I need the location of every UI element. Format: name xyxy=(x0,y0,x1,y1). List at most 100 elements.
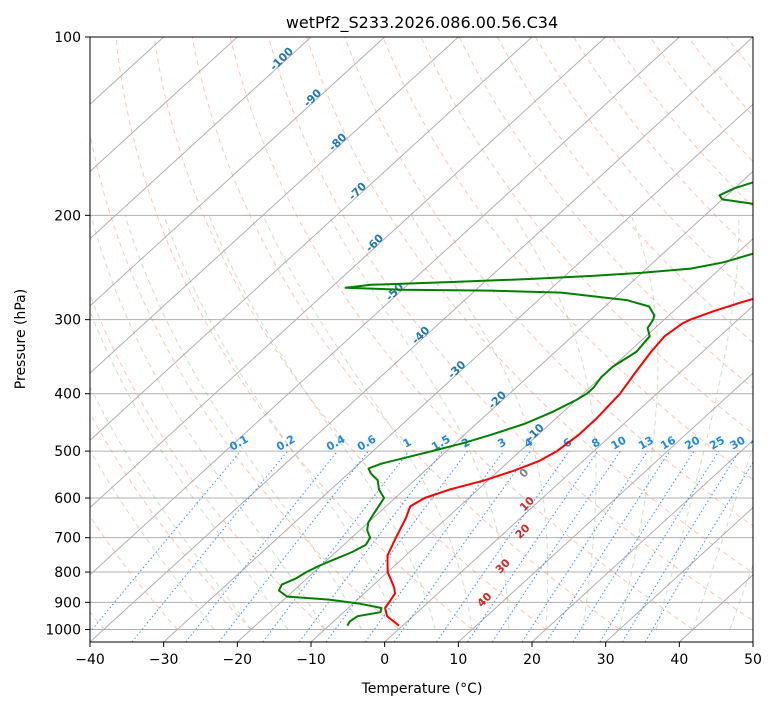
x-tick-label: 30 xyxy=(597,652,615,668)
isotherm-line xyxy=(90,37,312,240)
isotherm-line xyxy=(90,37,753,642)
x-tick-label: 40 xyxy=(670,652,688,668)
moist-adiabat-line xyxy=(208,215,436,630)
y-tick-label: 1000 xyxy=(45,622,81,638)
moist-adiabat-line xyxy=(655,215,740,630)
isotherm-line xyxy=(384,305,753,642)
mixing-ratio-line xyxy=(90,450,242,633)
mixing-ratio-label: 30 xyxy=(728,433,748,452)
mixing-ratio-label: 36 xyxy=(748,433,768,452)
mixing-ratio-line xyxy=(262,450,410,642)
mixing-ratio-label: 0.2 xyxy=(274,433,297,454)
isotherm-line xyxy=(236,170,753,642)
moist-adiabat-line xyxy=(90,215,326,630)
y-tick-label: 300 xyxy=(54,313,81,329)
y-tick-label: 900 xyxy=(54,595,81,611)
dry-adiabat-line xyxy=(268,37,753,622)
x-tick-label: 50 xyxy=(744,652,762,668)
dry-adiabat-line xyxy=(765,37,775,629)
moist-adiabat-line xyxy=(124,215,363,630)
x-tick-label: 0 xyxy=(380,652,389,668)
moist-adiabat-label: 40 xyxy=(475,590,495,610)
isotherm-line xyxy=(90,37,533,442)
y-tick-label: 400 xyxy=(54,387,81,403)
moist-adiabat-line xyxy=(410,215,549,630)
isotherm-label: -70 xyxy=(346,180,369,203)
mixing-ratio-line xyxy=(364,450,505,642)
isotherm-label: -90 xyxy=(301,86,324,109)
isotherm-line xyxy=(457,372,753,642)
moist-adiabat-line xyxy=(90,385,252,630)
dry-adiabat-line xyxy=(115,37,473,630)
mixing-ratio-label: 25 xyxy=(707,434,727,453)
y-tick-label: 100 xyxy=(54,30,81,46)
mixing-ratio-line xyxy=(644,461,753,642)
dry-adiabat-line xyxy=(90,412,252,630)
isotherm-label: -40 xyxy=(409,324,432,347)
isotherm-line xyxy=(90,37,459,374)
y-tick-label: 700 xyxy=(54,531,81,547)
mixing-ratio-line xyxy=(218,450,369,642)
mixing-ratio-line xyxy=(491,450,621,642)
mixing-ratio-label: 16 xyxy=(658,433,678,452)
x-tick-label: 20 xyxy=(523,652,541,668)
mixing-ratio-line xyxy=(599,450,720,642)
x-tick-label: −20 xyxy=(223,652,253,668)
temperature-profile-line xyxy=(384,297,753,627)
isotherm-label: -100 xyxy=(267,44,296,73)
x-tick-label: −40 xyxy=(75,652,105,668)
isotherm-line xyxy=(310,237,753,642)
isotherm-label: -20 xyxy=(486,388,509,411)
mixing-ratio-label: 20 xyxy=(683,433,703,452)
dry-adiabat-line xyxy=(90,293,326,630)
mixing-ratio-line xyxy=(185,450,338,642)
mixing-ratio-label: 1 xyxy=(401,436,414,451)
dry-adiabat-line xyxy=(420,37,753,435)
mixing-ratio-line xyxy=(621,450,740,642)
mixing-ratio-label: 10 xyxy=(609,433,629,452)
moist-adiabat-line xyxy=(692,445,753,630)
mixing-ratio-label: 0.4 xyxy=(324,432,348,453)
isotherm-line xyxy=(531,439,753,642)
plot-frame xyxy=(89,36,754,643)
dry-adiabat-line xyxy=(191,37,620,630)
mixing-ratio-line xyxy=(435,450,570,642)
y-tick-label: 500 xyxy=(54,444,81,460)
dry-adiabat-line xyxy=(687,37,753,117)
moist-adiabat-line xyxy=(618,215,659,630)
y-axis-label: Pressure (hPa) xyxy=(13,289,29,389)
y-tick-label: 800 xyxy=(54,565,81,581)
isotherm-line xyxy=(90,37,386,307)
dry-adiabat-line xyxy=(726,37,753,71)
moist-adiabat-line xyxy=(513,215,597,630)
moist-adiabat-line xyxy=(90,310,289,630)
mixing-ratio-label: 0.1 xyxy=(227,433,250,454)
mixing-ratio-line xyxy=(131,450,288,642)
chart-title: wetPf2_S233.2026.086.00.56.C34 xyxy=(286,13,558,33)
dry-adiabat-line xyxy=(573,37,753,253)
dry-adiabat-line xyxy=(458,37,753,389)
mixing-ratio-line xyxy=(467,450,599,642)
isotherm-label: -30 xyxy=(445,358,468,381)
mixing-ratio-line xyxy=(572,450,695,642)
dry-adiabat-line xyxy=(344,37,753,527)
x-tick-label: −30 xyxy=(149,652,179,668)
y-tick-label: 200 xyxy=(54,208,81,224)
moist-adiabat-label: 30 xyxy=(493,556,513,576)
mixing-ratio-line xyxy=(393,450,531,642)
axes: −40 −30 −20 −10 0 10 20 30 40 5010009008007006005… xyxy=(45,30,762,668)
moist-adiabat-line xyxy=(163,215,399,630)
dry-adiabat-line xyxy=(90,131,399,630)
mixing-ratio-label: 3 xyxy=(495,436,508,451)
mixing-ratio-label: 0.6 xyxy=(355,432,379,453)
mixing-ratio-line xyxy=(545,450,671,642)
mixing-ratio-line xyxy=(521,450,649,642)
dry-adiabat-line xyxy=(153,37,547,630)
dewpoint-profile-line xyxy=(277,181,753,627)
isotherm-line xyxy=(605,506,753,642)
moist-adiabat-label: 10 xyxy=(517,494,537,514)
x-tick-label: 10 xyxy=(449,652,467,668)
x-axis-label: Temperature (°C) xyxy=(361,681,483,697)
isotherm-line xyxy=(90,37,607,509)
